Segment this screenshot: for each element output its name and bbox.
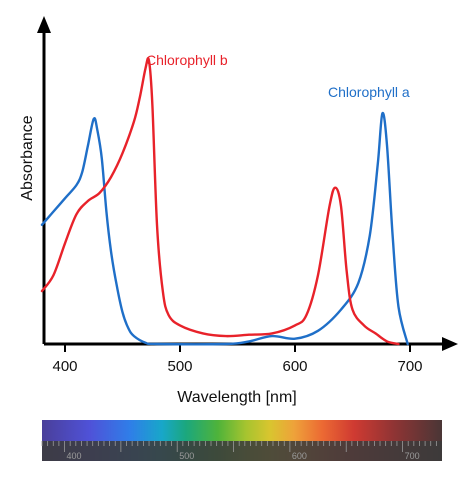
x-tick-label-700: 700 (397, 358, 422, 375)
spectrum-label-400: 400 (67, 451, 82, 461)
spectrum-label-700: 700 (405, 451, 420, 461)
series-line-chlorophyll-a (40, 111, 409, 346)
x-axis-arrow (442, 337, 458, 351)
series-label-chlorophyll-b: Chlorophyll b (146, 52, 228, 68)
y-axis-title: Absorbance (19, 115, 36, 200)
spectrum-scale-strip (42, 441, 442, 461)
spectrum-scale-ticks (41, 441, 437, 452)
spectrum-scale-labels: 400 500 600 700 (67, 451, 420, 461)
x-tick-label-400: 400 (52, 358, 77, 375)
series-line-chlorophyll-b (40, 57, 400, 346)
series-label-chlorophyll-a: Chlorophyll a (328, 84, 410, 100)
x-tick-label-500: 500 (167, 358, 192, 375)
spectrum-label-500: 500 (179, 451, 194, 461)
x-axis-title: Wavelength [nm] (177, 389, 296, 406)
y-axis-arrow (37, 16, 51, 33)
series-layer (40, 57, 409, 346)
x-tick-label-600: 600 (282, 358, 307, 375)
x-tick-labels: 400 500 600 700 (52, 358, 422, 375)
spectrum-label-600: 600 (292, 451, 307, 461)
